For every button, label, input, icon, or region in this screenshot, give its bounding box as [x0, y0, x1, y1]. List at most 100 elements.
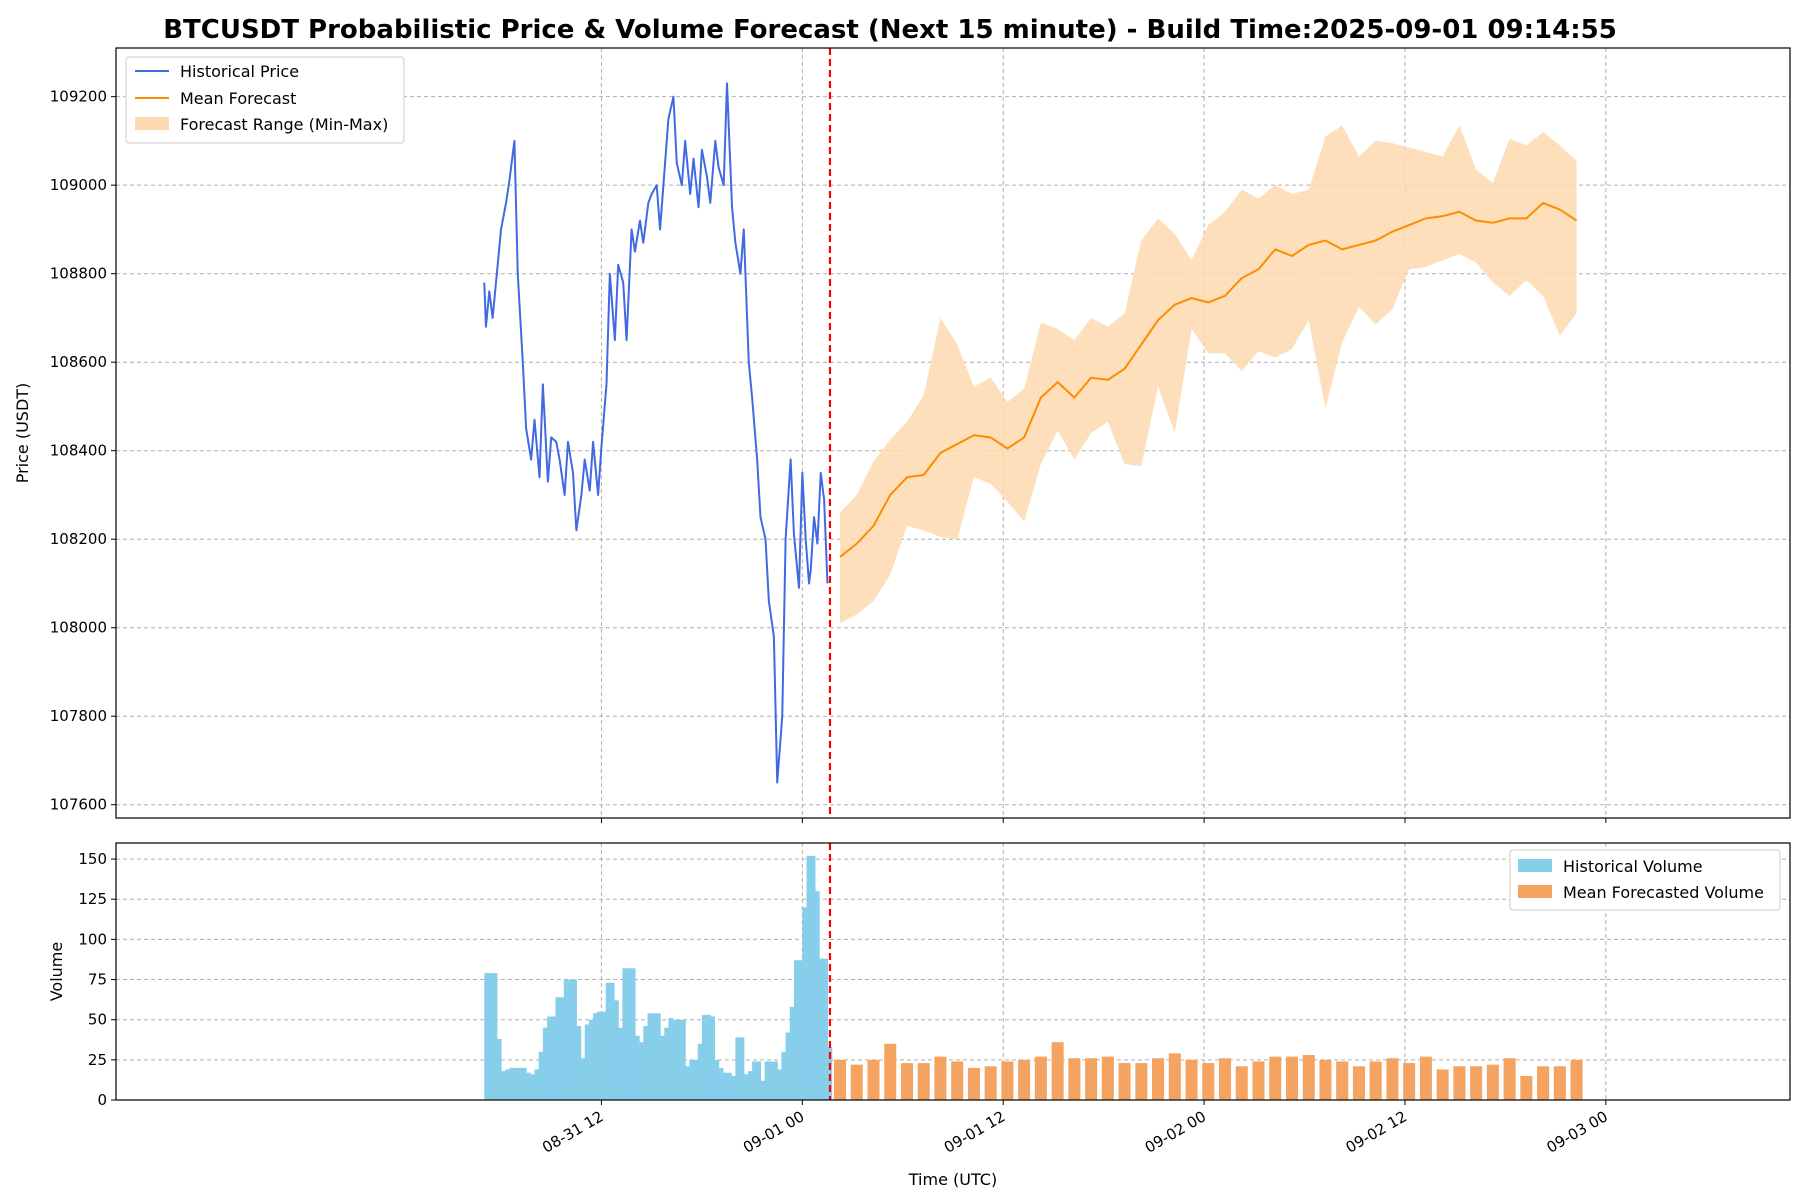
- historical-volume-bar: [618, 1027, 623, 1100]
- forecast-volume-bar: [884, 1043, 897, 1100]
- historical-volume-bar: [810, 855, 816, 1100]
- price-axes: 107600 107800 108000 108200 108400 108600 1088…: [13, 47, 1791, 823]
- volume-tick-label: 50: [88, 1011, 107, 1029]
- forecast-volume-bar: [900, 1063, 913, 1100]
- volume-axes: 08-31 12 09-01 00 09-01 12 09-02 00 09-02 12…: [47, 842, 1791, 1189]
- historical-volume-bar: [639, 1042, 644, 1100]
- forecast-volume-bar: [1051, 1042, 1064, 1100]
- chart-title: BTCUSDT Probabilistic Price & Volume For…: [163, 15, 1617, 45]
- historical-volume-bar: [697, 1043, 703, 1100]
- forecast-volume-bar: [867, 1059, 880, 1100]
- forecast-volume-bar: [1503, 1058, 1516, 1100]
- historical-volume-bar: [647, 1013, 653, 1100]
- historical-volume-bar: [651, 1013, 657, 1100]
- historical-volume-bar: [555, 997, 561, 1100]
- forecast-volume-bar: [1570, 1059, 1583, 1100]
- historical-volume-bar: [823, 958, 829, 1100]
- volume-tick-label: 100: [78, 930, 107, 948]
- historical-volume-bar: [588, 1019, 594, 1100]
- historical-volume-bar: [756, 1061, 762, 1100]
- forecast-volume-bar: [1453, 1066, 1466, 1100]
- price-tick-label: 109200: [50, 88, 107, 106]
- historical-volume-bar: [668, 1018, 674, 1100]
- historical-volume-bar: [739, 1037, 745, 1100]
- price-tick-label: 108800: [50, 265, 107, 283]
- historical-volume-bar: [718, 1067, 724, 1100]
- historical-volume-bar: [547, 1016, 552, 1100]
- historical-volume-bar: [743, 1074, 749, 1100]
- forecast-volume-bar: [1369, 1061, 1382, 1100]
- historical-volume-bar: [614, 1000, 619, 1100]
- historical-volume-bar: [488, 973, 494, 1100]
- forecast-volume-bar: [1034, 1056, 1047, 1100]
- volume-ticks: 08-31 12 09-01 00 09-01 12 09-02 00 09-02 12…: [78, 850, 1611, 1157]
- historical-volume-bar: [685, 1066, 690, 1100]
- historical-volume-bar: [576, 1026, 582, 1100]
- historical-volume-bar: [664, 1027, 670, 1100]
- time-tick-label: 09-02 12: [1343, 1107, 1410, 1156]
- historical-volume-bar: [802, 907, 808, 1100]
- historical-volume-bar: [509, 1067, 515, 1100]
- forecast-volume-bar: [1218, 1058, 1232, 1100]
- price-lines: [483, 48, 1578, 818]
- historical-volume-bar: [680, 1019, 686, 1100]
- historical-volume-bar: [567, 979, 573, 1100]
- legend-label-historical-price: Historical Price: [180, 62, 299, 81]
- historical-volume-bar: [819, 958, 824, 1100]
- historical-volume-bar: [714, 1059, 720, 1100]
- forecast-range-band: [840, 125, 1577, 624]
- volume-axes-frame: [115, 842, 1791, 1101]
- historical-volume-bar: [660, 1035, 665, 1100]
- forecast-volume-bar: [1352, 1066, 1365, 1100]
- forecast-volume-bar: [1470, 1066, 1483, 1100]
- forecast-volume-bar: [1202, 1063, 1215, 1100]
- historical-volume-bar: [672, 1019, 678, 1100]
- volume-tick-label: 125: [78, 890, 107, 908]
- volume-tick-label: 150: [78, 850, 107, 868]
- historical-volume-bar: [793, 960, 799, 1100]
- price-tick-label: 108600: [50, 353, 107, 371]
- forecast-volume-bar: [917, 1063, 930, 1100]
- historical-volume-bar: [526, 1072, 531, 1100]
- historical-volume-bar: [764, 1061, 770, 1100]
- historical-volume-bar: [484, 973, 490, 1100]
- forecast-range-area: [840, 125, 1577, 624]
- price-tick-label: 107600: [50, 796, 107, 814]
- forecast-volume-bar: [1252, 1061, 1265, 1100]
- historical-volume-bar: [580, 1058, 586, 1100]
- historical-volume-bar: [798, 960, 803, 1100]
- historical-volume-bar: [601, 1011, 607, 1100]
- volume-bars: [484, 843, 1583, 1100]
- forecast-volume-bar: [1001, 1061, 1014, 1100]
- forecast-volume-bar: [1537, 1066, 1550, 1100]
- historical-volume-bar: [814, 891, 820, 1100]
- historical-volume-bar: [701, 1014, 707, 1100]
- historical-volume-bar: [634, 1035, 640, 1100]
- forecast-volume-bar: [984, 1066, 997, 1100]
- price-tick-label: 108400: [50, 442, 107, 460]
- forecast-volume-bar: [1118, 1063, 1131, 1100]
- historical-volume-bar: [722, 1072, 728, 1100]
- historical-volume-bar: [501, 1071, 506, 1100]
- forecast-volume-bar: [1068, 1058, 1081, 1100]
- legend-label-mean-forecast: Mean Forecast: [180, 89, 296, 108]
- time-tick-label: 08-31 12: [539, 1107, 606, 1156]
- price-legend-box: [125, 56, 405, 144]
- forecast-volume-bar: [934, 1056, 947, 1100]
- historical-volume-bar: [752, 1061, 757, 1100]
- price-tick-label: 107800: [50, 707, 107, 725]
- forecast-volume-bar: [1419, 1056, 1432, 1100]
- forecast-volume-bar: [1018, 1059, 1031, 1100]
- forecast-volume-bar: [1135, 1063, 1148, 1100]
- historical-volume-bar: [626, 968, 632, 1100]
- historical-volume-bar: [593, 1013, 598, 1100]
- forecast-volume-bar: [1403, 1063, 1416, 1100]
- historical-volume-bar: [760, 1080, 766, 1100]
- price-legend: Historical Price Mean Forecast Forecast …: [125, 56, 405, 144]
- volume-y-axis-label: Volume: [47, 942, 66, 1002]
- historical-volume-bar: [572, 979, 577, 1100]
- historical-volume-bar: [747, 1071, 753, 1100]
- historical-volume-bar: [551, 1016, 557, 1100]
- historical-volume-bar: [521, 1067, 527, 1100]
